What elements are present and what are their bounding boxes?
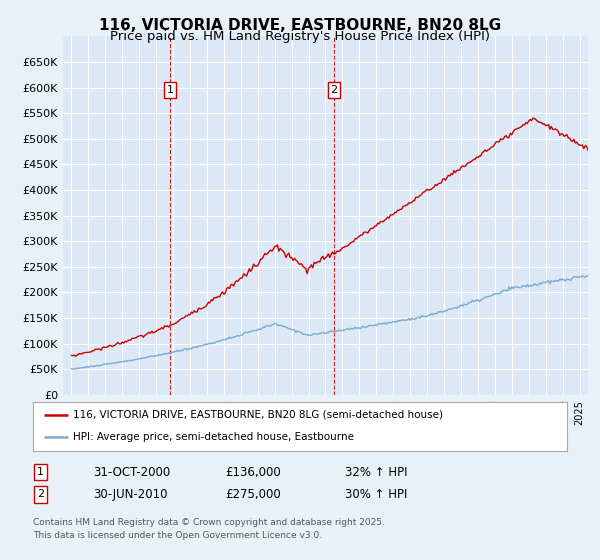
Text: HPI: Average price, semi-detached house, Eastbourne: HPI: Average price, semi-detached house,… <box>73 432 354 442</box>
Text: 32% ↑ HPI: 32% ↑ HPI <box>345 465 407 479</box>
Text: 116, VICTORIA DRIVE, EASTBOURNE, BN20 8LG (semi-detached house): 116, VICTORIA DRIVE, EASTBOURNE, BN20 8L… <box>73 410 443 420</box>
Text: 116, VICTORIA DRIVE, EASTBOURNE, BN20 8LG: 116, VICTORIA DRIVE, EASTBOURNE, BN20 8L… <box>99 18 501 33</box>
Text: 31-OCT-2000: 31-OCT-2000 <box>93 465 170 479</box>
Text: 1: 1 <box>37 467 44 477</box>
Text: 2: 2 <box>37 489 44 500</box>
Text: 1: 1 <box>167 85 174 95</box>
Text: Contains HM Land Registry data © Crown copyright and database right 2025.
This d: Contains HM Land Registry data © Crown c… <box>33 519 385 540</box>
Text: £275,000: £275,000 <box>225 488 281 501</box>
Text: 30-JUN-2010: 30-JUN-2010 <box>93 488 167 501</box>
Text: Price paid vs. HM Land Registry's House Price Index (HPI): Price paid vs. HM Land Registry's House … <box>110 30 490 43</box>
Text: £136,000: £136,000 <box>225 465 281 479</box>
Text: 2: 2 <box>331 85 338 95</box>
Text: 30% ↑ HPI: 30% ↑ HPI <box>345 488 407 501</box>
